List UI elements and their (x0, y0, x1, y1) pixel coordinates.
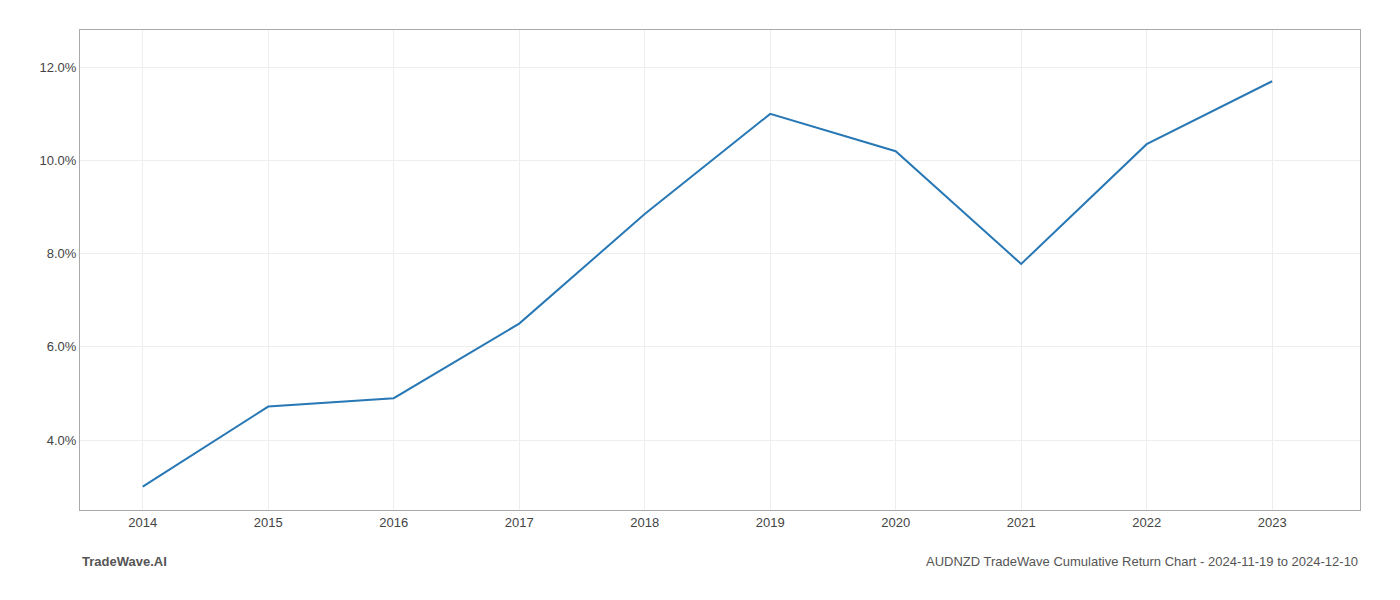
svg-text:2014: 2014 (128, 515, 157, 530)
svg-text:2017: 2017 (505, 515, 534, 530)
svg-text:4.0%: 4.0% (47, 433, 77, 448)
svg-text:AUDNZD TradeWave Cumulative Re: AUDNZD TradeWave Cumulative Return Chart… (926, 554, 1358, 569)
svg-text:2023: 2023 (1258, 515, 1287, 530)
svg-text:2016: 2016 (379, 515, 408, 530)
svg-text:2018: 2018 (630, 515, 659, 530)
svg-text:12.0%: 12.0% (40, 60, 77, 75)
svg-text:2015: 2015 (254, 515, 283, 530)
svg-text:2021: 2021 (1007, 515, 1036, 530)
svg-text:TradeWave.AI: TradeWave.AI (82, 554, 167, 569)
svg-text:2019: 2019 (756, 515, 785, 530)
svg-text:2022: 2022 (1132, 515, 1161, 530)
svg-text:8.0%: 8.0% (47, 246, 77, 261)
svg-text:10.0%: 10.0% (40, 153, 77, 168)
svg-text:2020: 2020 (881, 515, 910, 530)
svg-text:6.0%: 6.0% (47, 339, 77, 354)
